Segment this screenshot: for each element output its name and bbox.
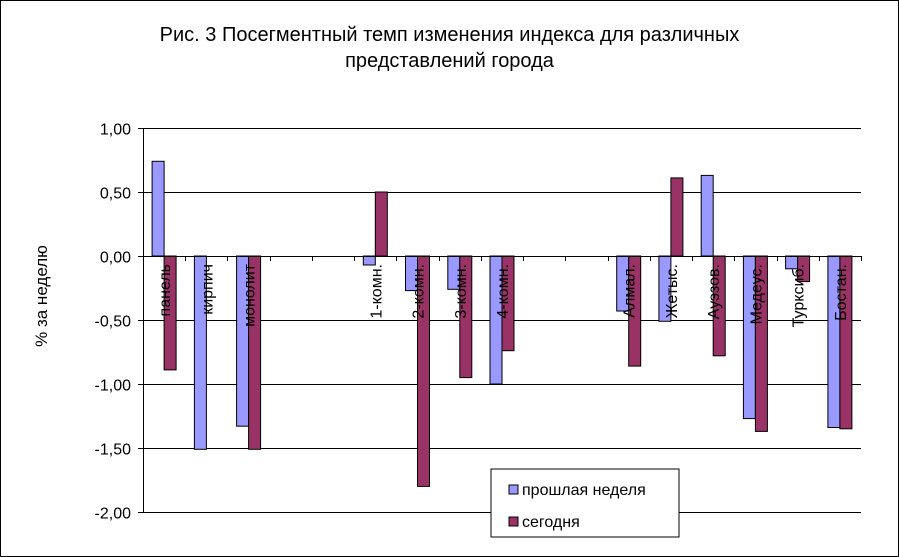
bar-today [670, 177, 684, 257]
category-label: Алмал. [622, 264, 639, 318]
category-labels: панель кирпич монолит 1-комн. 2-комн. 3-комн.… [157, 263, 850, 327]
legend-label-previous-week: прошлая неделя [522, 482, 646, 499]
bar-previous-week [362, 255, 376, 266]
category-label: 4-комн. [495, 264, 512, 319]
legend-label-today: сегодня [522, 514, 580, 531]
legend-box [490, 468, 680, 538]
y-tick-label: 0,00 [100, 250, 131, 267]
y-tick-label: 0,50 [100, 186, 131, 203]
y-tick-label: -1,50 [95, 442, 132, 459]
bar-previous-week [151, 160, 165, 257]
chart-title: Рис. 3 Посегментный темп изменения индек… [0, 22, 899, 74]
category-label: 1-комн. [368, 264, 385, 319]
y-tick-label: 1,00 [100, 122, 131, 139]
y-tick-label: -2,00 [95, 506, 132, 523]
bar-today [374, 191, 388, 257]
bars [151, 160, 853, 487]
category-label: монолит [242, 263, 259, 327]
category-label: 2-комн. [411, 264, 428, 319]
bar-previous-week [700, 174, 714, 257]
category-label: 3-комн. [453, 264, 470, 319]
y-tick-label: -1,00 [95, 378, 132, 395]
legend: прошлая неделя сегодня [490, 468, 680, 538]
category-label: Медеус. [748, 264, 765, 324]
axes [143, 128, 862, 512]
legend-swatch-today [508, 516, 519, 527]
category-label: Турксиб. [791, 264, 808, 327]
category-label: кирпич [199, 264, 216, 315]
category-label: Ауэзов. [706, 264, 723, 319]
y-tick-label: -0,50 [95, 314, 132, 331]
category-label: Жетыс. [664, 264, 681, 318]
category-label: панель [157, 264, 174, 316]
y-tick-labels: 1,00 0,50 0,00 -0,50 -1,00 -1,50 -2,00 [95, 122, 132, 523]
legend-swatch-previous-week [508, 484, 519, 495]
chart-title-line-1: Рис. 3 Посегментный темп изменения индек… [159, 24, 740, 46]
category-label: Бостан. [833, 264, 850, 321]
y-axis-title: % за неделю [32, 245, 51, 347]
chart-title-line-2: представлений города [345, 50, 554, 72]
